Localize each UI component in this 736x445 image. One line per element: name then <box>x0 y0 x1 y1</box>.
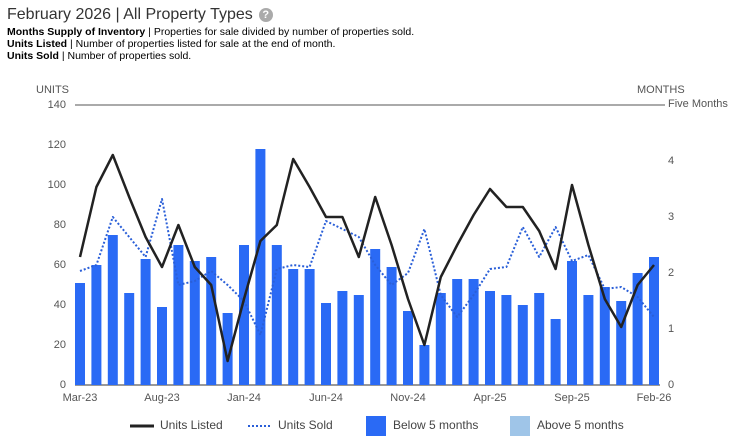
definition: Units Sold | Number of properties sold. <box>7 50 192 62</box>
y2-tick-label: 1 <box>668 323 674 335</box>
y2-tick-label: Five Months <box>668 98 728 110</box>
bar <box>353 295 364 385</box>
bar <box>222 313 233 385</box>
bar <box>534 293 545 385</box>
bar <box>403 311 413 385</box>
bar <box>501 295 512 385</box>
definition: Months Supply of Inventory | Properties … <box>7 26 415 38</box>
y-tick-label: 140 <box>48 99 66 111</box>
definition-text: Number of properties listed for sale at … <box>75 38 336 50</box>
bar <box>599 287 610 385</box>
bar <box>616 301 627 385</box>
bar <box>189 261 200 385</box>
legend-label: Above 5 months <box>537 418 624 432</box>
y2-tick-label: 4 <box>668 155 674 167</box>
bar <box>239 245 249 385</box>
y-tick-label: 80 <box>54 219 66 231</box>
x-tick-label: Feb-26 <box>637 392 672 404</box>
legend-swatch <box>366 416 386 436</box>
legend-label: Below 5 months <box>393 418 478 432</box>
definition: Units Listed | Number of properties list… <box>7 38 336 50</box>
definition-text: Number of properties sold. <box>67 50 192 62</box>
bar <box>255 149 266 385</box>
bar <box>157 307 167 385</box>
term: Months Supply of Inventory <box>7 26 146 38</box>
y2-tick-label: 2 <box>668 267 674 279</box>
bar <box>91 265 102 385</box>
bar <box>321 303 331 385</box>
legend-label: Units Sold <box>278 418 333 432</box>
help-icon[interactable]: ? <box>258 8 273 22</box>
bar <box>435 293 446 385</box>
bar <box>370 249 381 385</box>
bar <box>75 283 85 385</box>
y2-tick-label: 0 <box>668 379 674 391</box>
bar <box>583 295 594 385</box>
y-tick-label: 0 <box>60 379 66 391</box>
term: Units Sold <box>7 50 59 62</box>
bar <box>386 267 397 385</box>
y-tick-label: 20 <box>54 339 66 351</box>
y-axis-label: UNITS <box>36 84 69 96</box>
y-tick-label: 120 <box>48 139 66 151</box>
term: Units Listed <box>7 38 68 50</box>
bar <box>452 279 463 385</box>
y2-tick-label: 3 <box>668 211 674 223</box>
x-tick-label: Aug-23 <box>144 392 179 404</box>
x-tick-label: Apr-25 <box>473 392 506 404</box>
definition-text: Properties for sale divided by number of… <box>153 26 415 38</box>
y2-axis-label: MONTHS <box>637 84 685 96</box>
y-tick-label: 100 <box>48 179 66 191</box>
bar <box>649 257 659 385</box>
bar <box>271 245 282 385</box>
bar <box>468 279 479 385</box>
bar <box>550 319 561 385</box>
x-tick-label: Jun-24 <box>309 392 343 404</box>
units-listed-line <box>78 153 655 363</box>
bar <box>485 291 495 385</box>
x-tick-label: Jan-24 <box>227 392 261 404</box>
legend-swatch <box>510 416 530 436</box>
x-tick-label: Mar-23 <box>63 392 98 404</box>
bar <box>337 291 348 385</box>
header: February 2026 | All Property Types? Mont… <box>7 4 727 62</box>
bar <box>304 269 315 385</box>
y-tick-label: 60 <box>54 259 66 271</box>
bar <box>632 273 643 385</box>
title-row: February 2026 | All Property Types? <box>7 4 727 26</box>
bar <box>173 245 184 385</box>
bar <box>140 259 151 385</box>
bar <box>567 261 577 385</box>
bar <box>517 305 528 385</box>
units-sold-line <box>79 198 655 336</box>
x-tick-label: Nov-24 <box>390 392 425 404</box>
x-tick-label: Sep-25 <box>554 392 589 404</box>
y-tick-label: 40 <box>54 299 66 311</box>
bar <box>419 345 430 385</box>
title: February 2026 | All Property Types <box>7 6 253 23</box>
bar <box>107 235 118 385</box>
bar <box>206 257 217 385</box>
bar <box>124 293 135 385</box>
legend-label: Units Listed <box>160 418 223 432</box>
bar <box>288 269 299 385</box>
